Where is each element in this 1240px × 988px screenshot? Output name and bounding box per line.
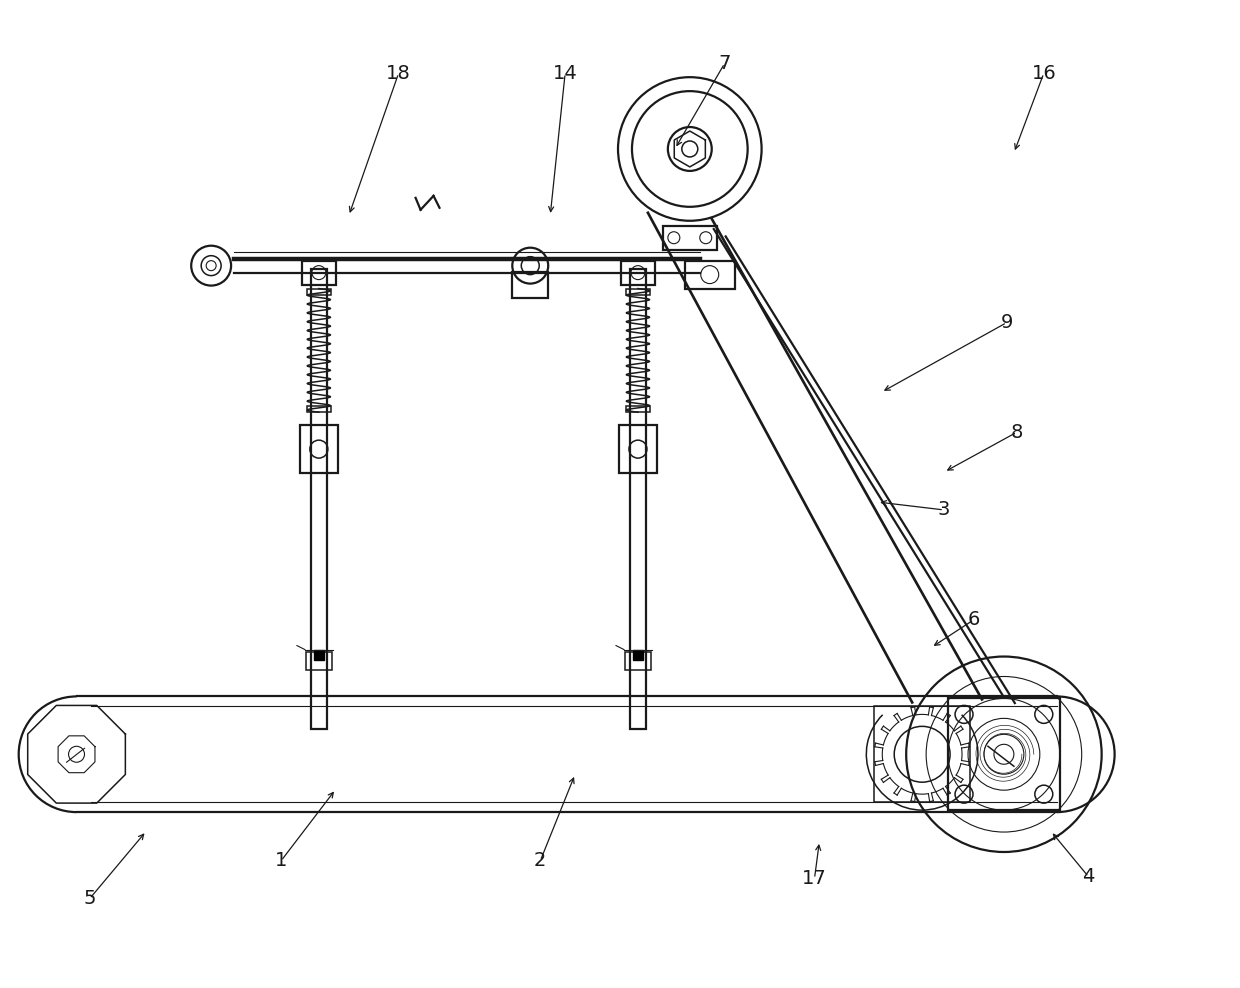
Text: 14: 14 bbox=[553, 63, 578, 83]
Text: 7: 7 bbox=[718, 53, 730, 73]
Text: 6: 6 bbox=[967, 611, 980, 629]
Bar bbox=[949, 699, 1060, 810]
Text: 16: 16 bbox=[1032, 63, 1056, 83]
Bar bbox=[663, 225, 717, 250]
Bar bbox=[306, 288, 331, 294]
Bar bbox=[314, 649, 324, 660]
Bar bbox=[306, 406, 331, 412]
Text: 4: 4 bbox=[1083, 867, 1095, 886]
Bar bbox=[632, 649, 642, 660]
Bar bbox=[300, 425, 337, 473]
Bar bbox=[621, 261, 655, 285]
Text: 17: 17 bbox=[802, 869, 827, 888]
Bar bbox=[311, 269, 327, 729]
Text: 5: 5 bbox=[83, 889, 95, 908]
Bar bbox=[874, 706, 970, 802]
Bar bbox=[306, 651, 332, 670]
Bar bbox=[630, 269, 646, 729]
Text: 8: 8 bbox=[1011, 423, 1023, 442]
Bar bbox=[626, 406, 650, 412]
Bar bbox=[301, 261, 336, 285]
Bar bbox=[684, 261, 734, 288]
Text: 2: 2 bbox=[534, 852, 547, 870]
Text: 9: 9 bbox=[1001, 313, 1013, 332]
Text: 18: 18 bbox=[386, 63, 410, 83]
Bar bbox=[512, 272, 548, 297]
Text: 3: 3 bbox=[937, 501, 950, 520]
Bar bbox=[626, 288, 650, 294]
Bar bbox=[619, 425, 657, 473]
Text: 1: 1 bbox=[275, 852, 288, 870]
Bar bbox=[625, 651, 651, 670]
